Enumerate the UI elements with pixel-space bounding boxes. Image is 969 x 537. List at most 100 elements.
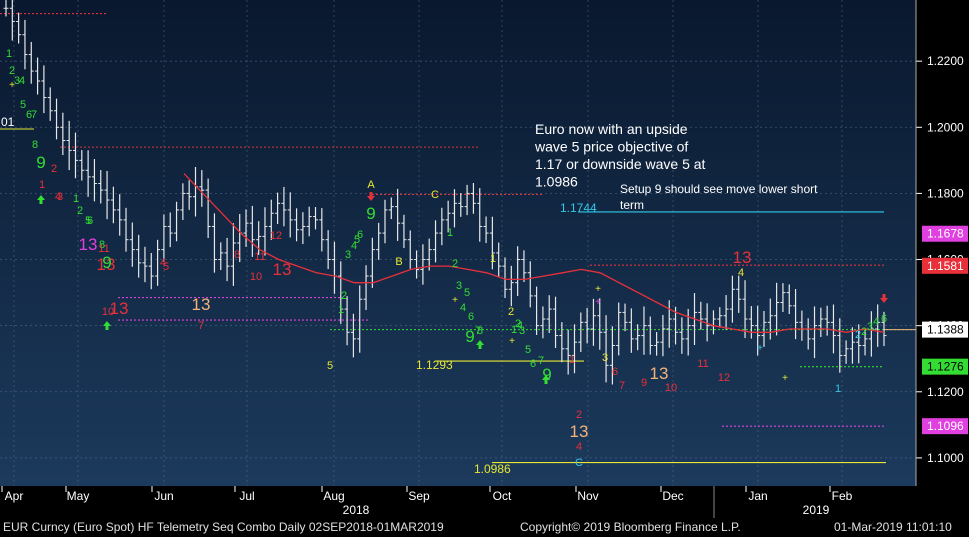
sequential-count: 7: [31, 109, 37, 121]
sequential-count: 5: [163, 261, 169, 273]
x-month-label: Jul: [239, 489, 254, 503]
sequential-count: 10: [250, 271, 262, 283]
sequential-count: 9: [465, 327, 474, 346]
arrow-down-icon: [367, 192, 375, 201]
sequential-count: 4: [55, 191, 61, 203]
x-month-label: Aug: [323, 489, 344, 503]
arrow-up-icon: [103, 321, 111, 330]
annotation-text-line: Setup 9 should see move lower short: [620, 182, 818, 196]
sequential-count: 9: [641, 377, 647, 389]
sequential-count: 1: [39, 179, 45, 191]
footer-bar: EUR Curncy (Euro Spot) HF Telemetry Seq …: [0, 518, 969, 537]
sequential-count: 6: [26, 109, 32, 121]
plot-background: [0, 0, 916, 486]
sequential-count: 11: [98, 243, 109, 255]
sequential-count: 7: [538, 355, 544, 367]
sequential-count: 3: [14, 75, 20, 87]
sequential-count: 13: [97, 255, 116, 274]
price-label-text: 1.1678: [927, 227, 964, 241]
plus-marker: +: [757, 343, 763, 354]
sequential-count: 10: [665, 382, 677, 394]
sequential-count: 9: [542, 365, 551, 384]
sequential-count: 5: [354, 234, 360, 246]
price-label-text: 1.1096: [927, 419, 964, 433]
plus-marker: +: [9, 80, 15, 91]
sequential-count: 1: [835, 383, 841, 395]
price-label-box: [922, 358, 968, 375]
sequential-count: 4: [517, 320, 523, 332]
x-month-label: Jan: [748, 489, 767, 503]
arrow-down-icon: [880, 294, 888, 303]
sequential-count: 3: [345, 249, 351, 261]
price-label-box: [922, 225, 968, 242]
sequential-count: 6: [468, 311, 474, 323]
x-month-label: Sep: [408, 489, 430, 503]
moving-average-line: [183, 173, 885, 333]
annotation-text-line: term: [620, 198, 644, 212]
sequential-count: 4: [873, 316, 879, 328]
sequential-count: 11: [697, 358, 708, 370]
sequential-count: 2: [452, 258, 458, 270]
sequential-count: 12: [270, 230, 282, 242]
sequential-count: 2: [576, 409, 582, 421]
footer-left: EUR Curncy (Euro Spot) HF Telemetry Seq …: [3, 520, 444, 534]
sequential-count: 1: [511, 324, 517, 336]
sequential-count: 4: [351, 240, 357, 252]
sequential-count: 13: [733, 248, 752, 267]
sequential-count: 6: [612, 366, 618, 378]
annotation-text-line: 1.17 or downside wave 5 at: [535, 156, 706, 172]
sequential-count: 4: [19, 75, 25, 87]
footer-center: Copyright© 2019 Bloomberg Finance L.P.: [520, 520, 741, 534]
annotation-text-line: Euro now with an upside: [535, 121, 688, 137]
sequential-count: 8: [32, 139, 38, 151]
x-month-label: Feb: [832, 489, 853, 503]
sequential-count: 3: [456, 280, 462, 292]
y-tick-label: 1.1200: [927, 385, 964, 399]
sequential-count: 1: [490, 253, 496, 265]
sequential-count: 2: [341, 290, 347, 302]
y-tick-label: 1.1800: [927, 186, 964, 200]
sequential-count: 4: [460, 302, 466, 314]
sequential-count: 11: [254, 251, 265, 263]
sequential-count: 3: [867, 321, 873, 333]
plus-marker: +: [595, 297, 601, 308]
sequential-count: 8: [234, 249, 240, 261]
sequential-count: 2: [508, 306, 514, 318]
annotation-text-line: wave 5 price objective of: [534, 139, 688, 155]
plus-marker: +: [452, 295, 458, 306]
level-label: 1.0986: [474, 462, 511, 476]
sequential-count: B: [395, 256, 402, 268]
price-label-text: 1.1581: [927, 259, 964, 273]
sequential-count: 1: [6, 48, 12, 60]
sequential-count: 6: [357, 229, 363, 241]
arrow-up-icon: [542, 375, 550, 384]
sequential-count: 3: [602, 352, 608, 364]
sequential-count: 5: [85, 215, 91, 227]
sequential-count: 13: [110, 299, 129, 318]
y-tick-label: 1.2000: [927, 120, 964, 134]
sequential-count: 1: [447, 227, 453, 239]
sequential-count: 1: [338, 304, 344, 316]
sequential-count: 13: [192, 295, 211, 314]
sequential-count: 2: [9, 65, 15, 77]
sequential-count: 6: [87, 215, 93, 227]
plus-marker: +: [509, 336, 515, 347]
x-month-label: Apr: [5, 489, 24, 503]
sequential-count: 4: [160, 257, 166, 269]
x-year-label: 2018: [343, 503, 370, 517]
x-month-label: Nov: [577, 489, 598, 503]
sequential-count: 9: [36, 153, 45, 172]
left-edge-label: 01: [1, 115, 15, 129]
sequential-count: 13: [650, 364, 669, 383]
sequential-count: 2: [861, 326, 867, 338]
sequential-count: 6: [881, 313, 887, 325]
price-label-box: [922, 257, 968, 274]
sequential-count: 10: [102, 306, 114, 318]
annotation-text-line: 1.0986: [535, 174, 578, 190]
sequential-count: 4: [576, 441, 582, 453]
sequential-count: 1: [569, 354, 575, 366]
sequential-count: 8: [99, 239, 105, 251]
sequential-count: 6: [530, 358, 536, 370]
sequential-count: 13: [570, 422, 589, 441]
